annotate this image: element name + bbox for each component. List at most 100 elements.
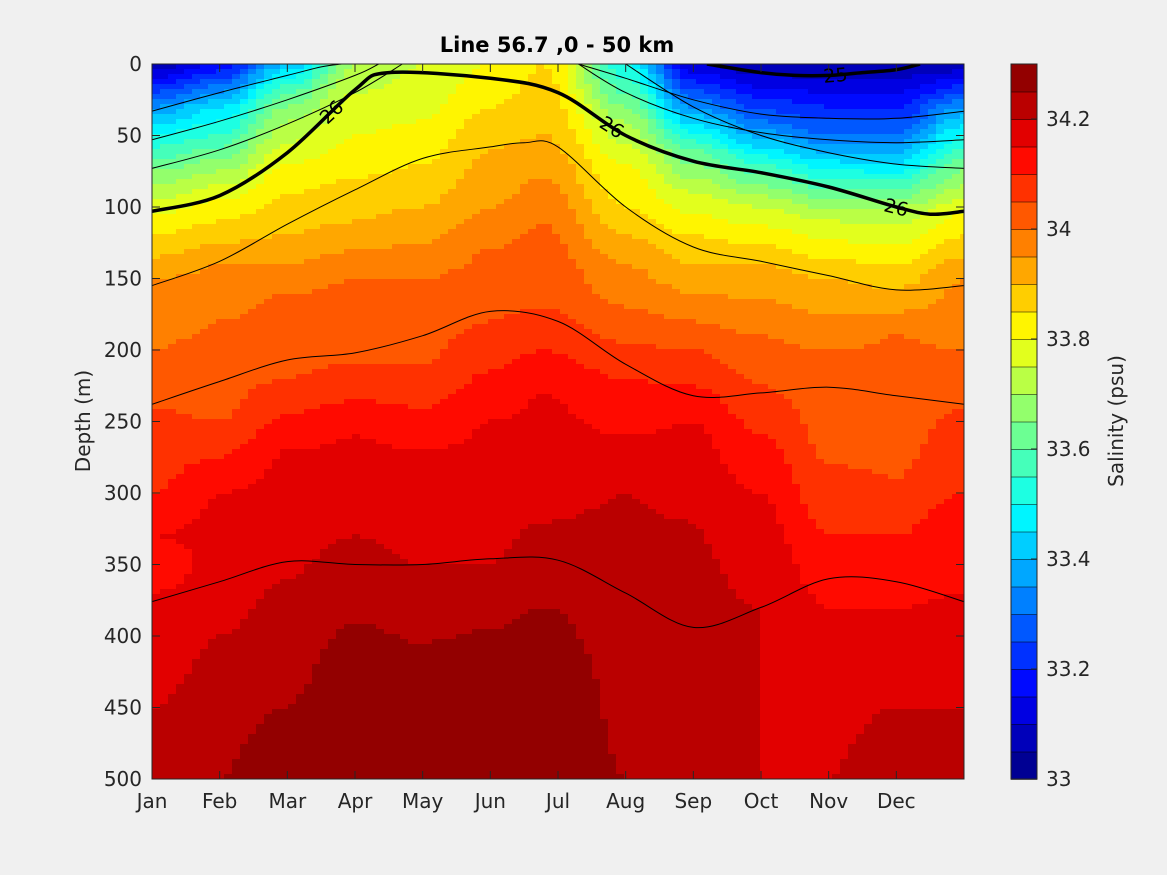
heatmap-cell: [344, 269, 353, 275]
heatmap-cell: [288, 274, 297, 280]
heatmap-cell: [552, 149, 561, 155]
heatmap-cell: [600, 204, 609, 210]
heatmap-cell: [304, 114, 313, 120]
heatmap-cell: [784, 119, 793, 125]
heatmap-cell: [448, 209, 457, 215]
heatmap-cell: [752, 184, 761, 190]
heatmap-cell: [896, 159, 905, 165]
heatmap-cell: [432, 219, 441, 225]
heatmap-cell: [184, 134, 193, 140]
heatmap-cell: [432, 274, 441, 280]
heatmap-cell: [696, 144, 705, 150]
heatmap-cell: [264, 139, 273, 145]
heatmap-cell: [832, 189, 841, 195]
heatmap-cell: [824, 84, 833, 90]
heatmap-cell: [856, 244, 865, 250]
heatmap-cell: [904, 274, 913, 280]
heatmap-cell: [616, 229, 625, 235]
heatmap-cell: [800, 209, 809, 215]
heatmap-cell: [648, 229, 657, 235]
heatmap-cell: [856, 179, 865, 185]
heatmap-cell: [448, 259, 457, 265]
heatmap-cell: [456, 209, 465, 215]
heatmap-cell: [904, 214, 913, 220]
heatmap-cell: [808, 279, 817, 285]
heatmap-cell: [776, 229, 785, 235]
heatmap-cell: [384, 249, 393, 255]
heatmap-cell: [808, 99, 817, 105]
heatmap-cell: [528, 194, 537, 200]
heatmap-cell: [672, 264, 681, 270]
heatmap-cell: [424, 224, 433, 230]
heatmap-cell: [288, 284, 297, 290]
heatmap-cell: [360, 249, 369, 255]
heatmap-cell: [512, 69, 521, 75]
heatmap-cell: [592, 294, 601, 300]
heatmap-cell: [320, 294, 329, 300]
heatmap-cell: [784, 199, 793, 205]
heatmap-cell: [896, 99, 905, 105]
heatmap-cell: [200, 169, 209, 175]
heatmap-cell: [568, 294, 577, 300]
heatmap-cell: [624, 179, 633, 185]
heatmap-cell: [664, 124, 673, 130]
heatmap-cell: [264, 269, 273, 275]
heatmap-cell: [312, 94, 321, 100]
heatmap-cell: [336, 74, 345, 80]
heatmap-cell: [696, 134, 705, 140]
heatmap-cell: [672, 289, 681, 295]
heatmap-cell: [368, 109, 377, 115]
heatmap-cell: [352, 204, 361, 210]
heatmap-cell: [504, 269, 513, 275]
heatmap-cell: [208, 164, 217, 170]
heatmap-cell: [192, 144, 201, 150]
heatmap-cell: [480, 269, 489, 275]
heatmap-cell: [592, 129, 601, 135]
heatmap-cell: [544, 114, 553, 120]
heatmap-cell: [672, 234, 681, 240]
heatmap-cell: [384, 119, 393, 125]
heatmap-cell: [576, 69, 585, 75]
heatmap-cell: [568, 249, 577, 255]
heatmap-cell: [272, 284, 281, 290]
heatmap-cell: [768, 204, 777, 210]
heatmap-cell: [856, 189, 865, 195]
heatmap-cell: [672, 179, 681, 185]
heatmap-cell: [784, 164, 793, 170]
heatmap-cell: [528, 234, 537, 240]
heatmap-cell: [416, 254, 425, 260]
heatmap-cell: [576, 209, 585, 215]
heatmap-cell: [448, 284, 457, 290]
heatmap-cell: [856, 234, 865, 240]
heatmap-cell: [824, 204, 833, 210]
heatmap-cell: [456, 139, 465, 145]
heatmap-cell: [360, 109, 369, 115]
heatmap-cell: [568, 299, 577, 305]
heatmap-cell: [328, 99, 337, 105]
heatmap-cell: [816, 129, 825, 135]
heatmap-cell: [440, 104, 449, 110]
heatmap-cell: [832, 209, 841, 215]
heatmap-cell: [592, 149, 601, 155]
heatmap-cell: [408, 154, 417, 160]
heatmap-cell: [256, 249, 265, 255]
heatmap-cell: [264, 84, 273, 90]
heatmap-cell: [872, 189, 881, 195]
heatmap-cell: [864, 89, 873, 95]
heatmap-cell: [616, 134, 625, 140]
heatmap-cell: [592, 69, 601, 75]
heatmap-cell: [552, 304, 561, 310]
heatmap-cell: [664, 224, 673, 230]
heatmap-cell: [400, 99, 409, 105]
heatmap-cell: [952, 79, 961, 85]
heatmap-cell: [832, 149, 841, 155]
heatmap-cell: [616, 174, 625, 180]
heatmap-cell: [272, 109, 281, 115]
heatmap-cell: [176, 214, 185, 220]
heatmap-cell: [864, 209, 873, 215]
heatmap-cell: [152, 69, 161, 75]
heatmap-cell: [176, 84, 185, 90]
heatmap-cell: [704, 114, 713, 120]
heatmap-cell: [856, 269, 865, 275]
heatmap-cell: [480, 69, 489, 75]
